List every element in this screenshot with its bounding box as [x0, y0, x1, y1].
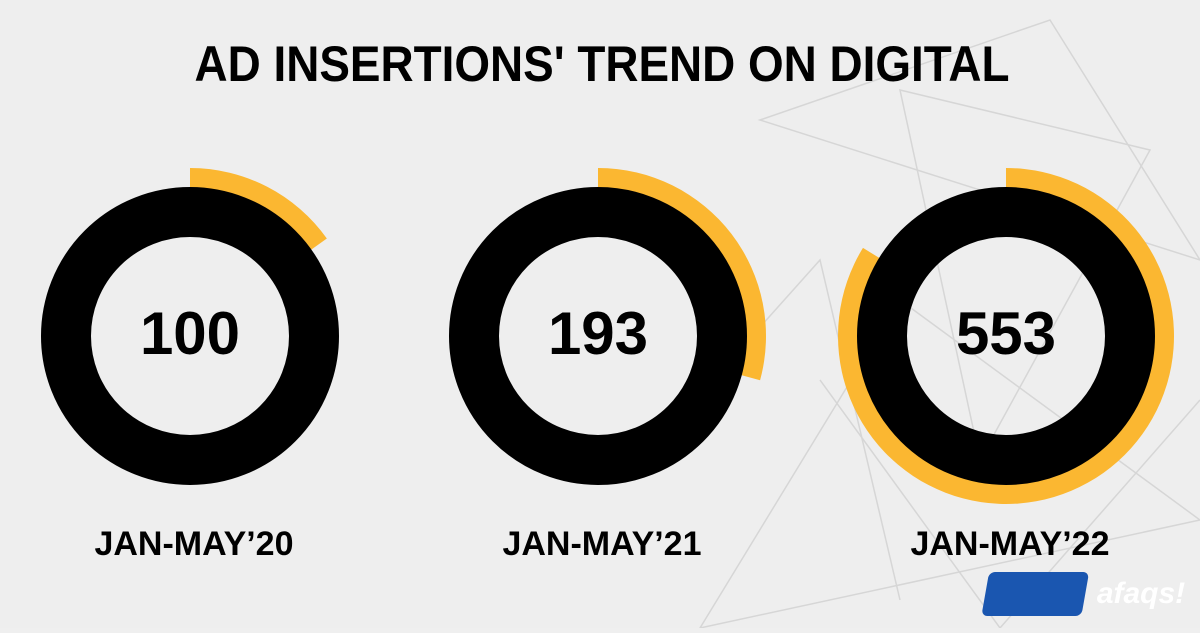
value-label: 553 — [956, 300, 1056, 367]
category-label: JAN-MAY’20 — [94, 525, 293, 563]
category-label: JAN-MAY’22 — [910, 525, 1109, 563]
logo-text: afaqs! — [1097, 577, 1185, 610]
value-label: 100 — [140, 300, 240, 367]
chart-title: AD INSERTIONS' TREND ON DIGITAL — [195, 36, 1010, 92]
logo: afaqs! — [982, 572, 1185, 616]
category-label: JAN-MAY’21 — [502, 525, 701, 563]
logo-badge — [982, 572, 1089, 616]
rings: 100 JAN-MAY’20 193 JAN-MAY’21 553 JAN-MAY’22 — [41, 168, 1174, 563]
ring-track — [449, 187, 747, 485]
value-label: 193 — [548, 300, 648, 367]
ring-track — [41, 187, 339, 485]
ring-track — [857, 187, 1155, 485]
